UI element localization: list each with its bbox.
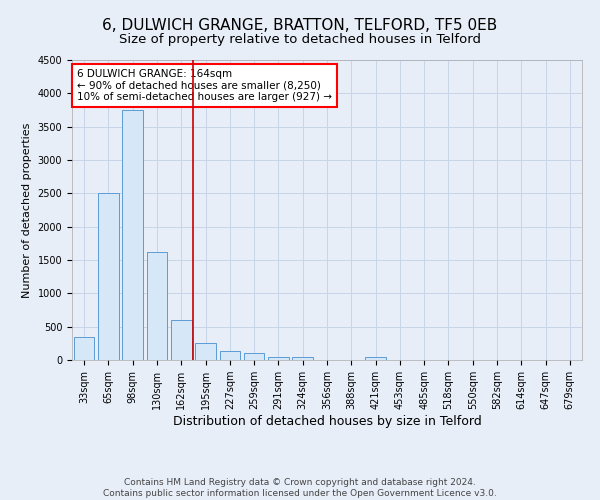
Text: 6, DULWICH GRANGE, BRATTON, TELFORD, TF5 0EB: 6, DULWICH GRANGE, BRATTON, TELFORD, TF5…	[103, 18, 497, 32]
Bar	[244, 354, 265, 360]
Text: Contains HM Land Registry data © Crown copyright and database right 2024.
Contai: Contains HM Land Registry data © Crown c…	[103, 478, 497, 498]
Text: 6 DULWICH GRANGE: 164sqm
← 90% of detached houses are smaller (8,250)
10% of sem: 6 DULWICH GRANGE: 164sqm ← 90% of detach…	[77, 69, 332, 102]
Text: Size of property relative to detached houses in Telford: Size of property relative to detached ho…	[119, 32, 481, 46]
Bar	[171, 320, 191, 360]
Bar	[292, 356, 313, 360]
Bar	[74, 336, 94, 360]
Bar	[365, 356, 386, 360]
Bar	[268, 356, 289, 360]
Bar	[122, 110, 143, 360]
Bar	[220, 352, 240, 360]
Bar	[195, 344, 216, 360]
Bar	[146, 252, 167, 360]
Bar	[98, 194, 119, 360]
Y-axis label: Number of detached properties: Number of detached properties	[22, 122, 32, 298]
X-axis label: Distribution of detached houses by size in Telford: Distribution of detached houses by size …	[173, 415, 481, 428]
